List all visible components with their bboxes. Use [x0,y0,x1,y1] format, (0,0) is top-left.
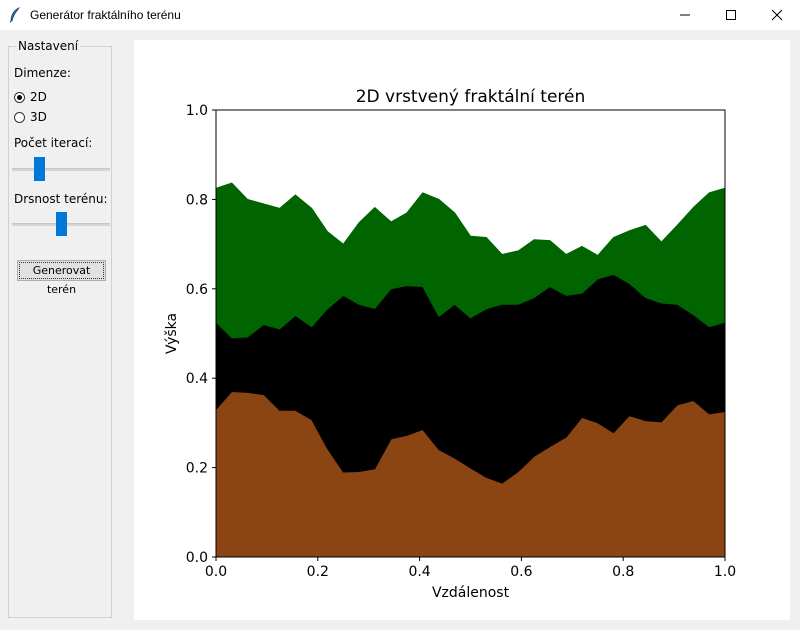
y-tick-label: 0.6 [186,282,208,298]
roughness-slider-thumb[interactable] [55,212,67,236]
radio-2d[interactable]: 2D [14,90,47,104]
x-axis-label: Vzdálenost [432,585,510,601]
iterations-slider-track[interactable] [12,168,110,171]
radio-3d-label: 3D [30,110,47,124]
x-tick-label: 0.4 [408,564,430,580]
axes-frame [215,109,726,558]
radio-3d-indicator[interactable] [14,111,25,123]
y-tick-label: 0.8 [186,192,208,208]
chart-title: 2D vrstvený fraktální terén [356,87,586,107]
settings-group-label: Nastavení [16,39,81,53]
roughness-slider[interactable] [12,212,110,236]
y-tick-label: 0.0 [186,550,208,566]
radio-2d-indicator[interactable] [14,91,25,103]
x-tick-label: 1.0 [714,564,736,580]
y-axis-label: Výška [164,313,180,354]
plot-canvas: 0.0 0.2 0.4 0.6 0.8 1.0 0.0 0.2 0.4 0.6 0.8 1.0 2D v… [134,40,790,620]
radio-3d[interactable]: 3D [14,110,47,124]
iterations-slider-thumb[interactable] [33,157,45,181]
radio-2d-label: 2D [30,90,47,104]
title-bar: Generátor fraktálního terénu [0,0,800,30]
y-tick-label: 1.0 [186,103,208,119]
x-tick-label: 0.6 [510,564,532,580]
iterations-label: Počet iterací: [14,136,93,150]
feather-icon [8,7,22,23]
roughness-label: Drsnost terénu: [14,192,108,206]
window-title: Generátor fraktálního terénu [30,8,181,22]
y-tick-label: 0.4 [186,371,208,387]
iterations-slider[interactable] [12,157,110,181]
close-button[interactable] [754,0,800,30]
generate-terrain-button[interactable]: Generovat terén [17,260,106,296]
terrain-chart: 0.0 0.2 0.4 0.6 0.8 1.0 0.0 0.2 0.4 0.6 0.8 1.0 2D v… [164,87,736,601]
y-tick-label: 0.2 [186,461,208,477]
settings-group [8,46,112,618]
dimension-label: Dimenze: [14,66,71,80]
minimize-button[interactable] [662,0,708,30]
x-tick-label: 0.8 [612,564,634,580]
maximize-button[interactable] [708,0,754,30]
x-tick-label: 0.2 [307,564,329,580]
x-tick-label: 0.0 [205,564,227,580]
